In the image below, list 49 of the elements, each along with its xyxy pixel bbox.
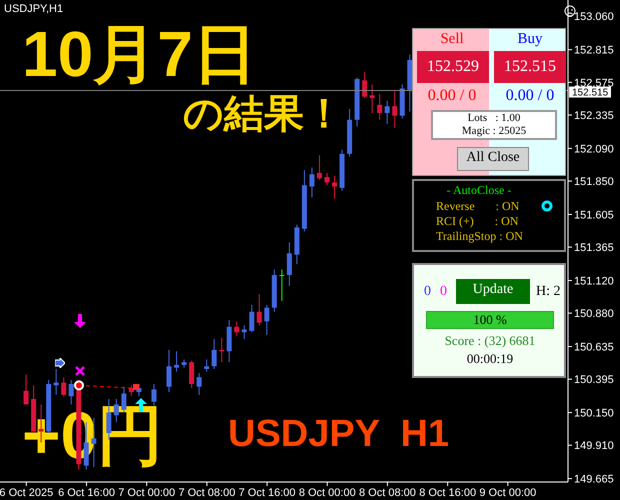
annotation: 0.00 / 0 [504, 87, 556, 105]
x-tick-label: 8 Oct 08:00 [359, 486, 416, 499]
annotation: 152.515 [503, 58, 557, 76]
annotation: Magic : 25025 [460, 125, 528, 137]
x-tick-label: 8 Oct 16:00 [419, 486, 476, 499]
y-tick-label: 153.060 [574, 11, 614, 24]
annotation: 0.00 / 0 [426, 87, 478, 105]
annotation: Buy [516, 31, 544, 48]
annotation: の結果！ [183, 92, 344, 136]
annotation: RCI (+) : ON [436, 214, 518, 229]
y-tick-label: 152.575 [574, 77, 614, 90]
annotation: Update [472, 282, 514, 298]
y-tick-label: 151.850 [574, 176, 614, 188]
y-tick-label: 151.120 [574, 275, 614, 288]
annotation: TrailingStop : ON [436, 229, 523, 244]
annotation: 10月7日 [22, 18, 257, 90]
y-tick-label: 149.910 [574, 440, 614, 452]
annotation: Lots : 1.00 [466, 112, 522, 124]
annotation: USDJPY H1 [228, 413, 450, 455]
annotation: 0 [440, 284, 447, 300]
y-tick-label: 152.090 [574, 143, 614, 156]
annotation: Sell [439, 31, 465, 48]
annotation: USDJPY,H1 [4, 3, 64, 15]
ref-line-label: 152.515 [572, 88, 609, 99]
annotation: All Close [465, 150, 521, 166]
y-tick-label: 149.665 [574, 474, 614, 486]
y-tick-label: 150.150 [574, 407, 614, 420]
x-tick-label: 7 Oct 08:00 [178, 486, 236, 499]
x-tick-label: 6 Oct 2025 [0, 486, 54, 499]
x-tick-label: 7 Oct 00:00 [118, 486, 176, 499]
x-tick-label: 7 Oct 16:00 [238, 486, 296, 499]
y-tick-label: 150.880 [574, 308, 614, 320]
annotation: 00:00:19 [466, 351, 514, 367]
y-tick-label: 152.335 [574, 110, 614, 122]
annotation: 0 [424, 284, 431, 300]
annotation: 152.529 [426, 58, 480, 76]
annotation: - AutoClose - [446, 183, 512, 198]
annotation: Reverse : ON [436, 199, 520, 214]
x-tick-label: 9 Oct 00:00 [479, 486, 536, 499]
y-tick-label: 151.365 [574, 242, 614, 254]
y-tick-label: 150.395 [574, 374, 614, 386]
y-tick-label: 152.815 [574, 44, 614, 57]
annotation: H: 2 [536, 284, 560, 300]
x-tick-label: 8 Oct 00:00 [298, 486, 356, 499]
y-tick-label: 151.605 [574, 209, 614, 222]
y-tick-label: 150.635 [574, 341, 614, 354]
annotation: 100 % [426, 312, 554, 328]
x-tick-label: 6 Oct 16:00 [58, 486, 115, 499]
annotation: Score : (32) 6681 [444, 333, 536, 349]
